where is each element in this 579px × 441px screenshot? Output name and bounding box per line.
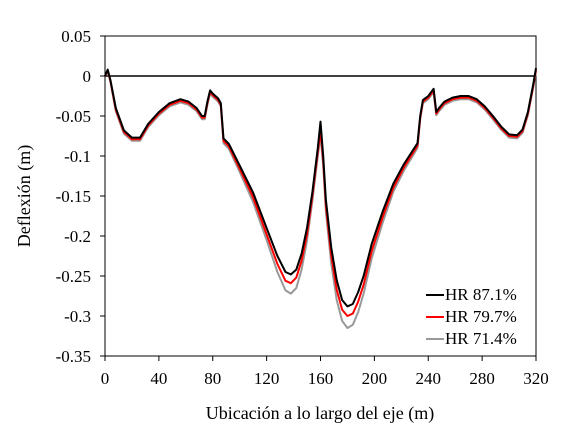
x-tick-label: 160 xyxy=(308,369,334,388)
y-tick-label: -0.35 xyxy=(56,347,91,366)
y-tick-label: -0.05 xyxy=(56,107,91,126)
y-axis-title: Deflexión (m) xyxy=(14,145,35,247)
y-tick-label: -0.25 xyxy=(56,267,91,286)
y-tick-label: 0 xyxy=(83,67,92,86)
x-axis-title: Ubicación a lo largo del eje (m) xyxy=(206,403,435,424)
legend: HR 87.1% HR 79.7% HR 71.4% xyxy=(426,285,517,348)
x-tick-label: 40 xyxy=(150,369,167,388)
series-line xyxy=(104,67,537,308)
legend-label: HR 79.7% xyxy=(445,307,517,326)
y-tick-label: -0.1 xyxy=(64,147,91,166)
y-tick-label: -0.2 xyxy=(64,227,91,246)
x-tick-label: 200 xyxy=(362,369,388,388)
x-tick-label: 280 xyxy=(469,369,495,388)
x-tick-label: 120 xyxy=(254,369,280,388)
legend-label: HR 87.1% xyxy=(445,285,517,304)
y-tick-label: -0.15 xyxy=(56,187,91,206)
x-tick-label: 240 xyxy=(416,369,442,388)
series-lines xyxy=(104,67,537,329)
y-tick-label: -0.3 xyxy=(64,307,91,326)
x-tick-label: 80 xyxy=(204,369,221,388)
x-tick-label: 0 xyxy=(101,369,110,388)
y-tick-label: 0.05 xyxy=(61,27,91,46)
x-axis-ticks: 0 40 80 120 160 200 240 280 320 xyxy=(101,356,549,388)
y-axis-ticks: 0.05 0 -0.05 -0.1 -0.15 -0.2 -0.25 -0.3 -0.35 xyxy=(56,27,105,366)
x-tick-label: 320 xyxy=(523,369,549,388)
legend-label: HR 71.4% xyxy=(445,329,517,348)
